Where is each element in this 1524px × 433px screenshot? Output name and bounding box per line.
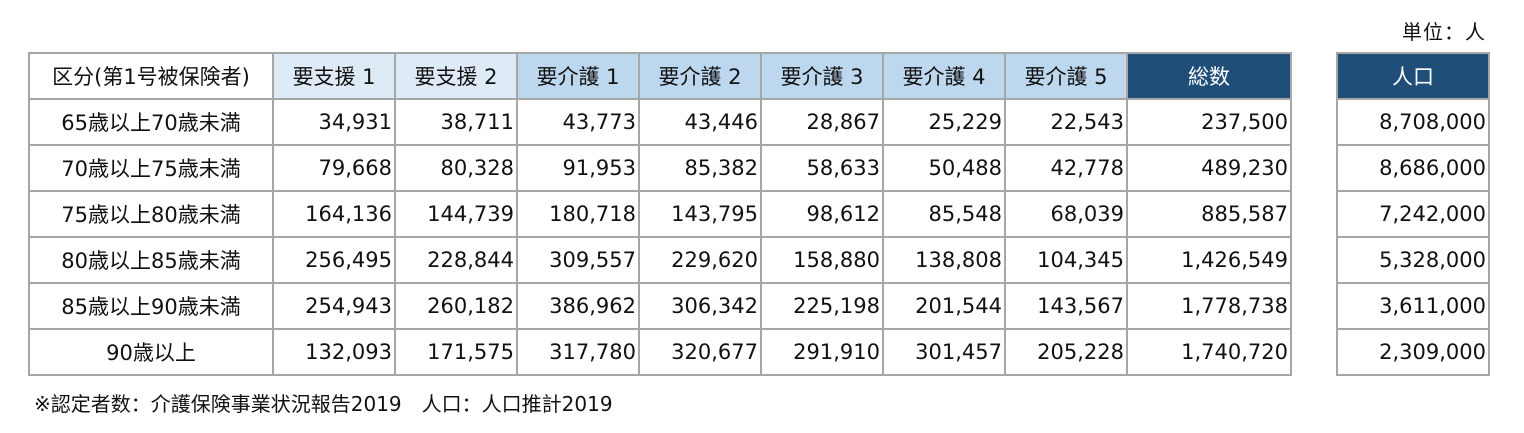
table-row: 3,611,000 bbox=[1336, 282, 1490, 330]
table-cell: 386,962 bbox=[516, 282, 640, 330]
table-cell: 68,039 bbox=[1004, 190, 1128, 238]
table-row: 5,328,000 bbox=[1336, 236, 1490, 284]
table-cell: 34,931 bbox=[272, 98, 396, 146]
header-support-1: 要支援 1 bbox=[272, 52, 396, 100]
total-cell: 237,500 bbox=[1126, 98, 1292, 146]
total-cell: 1,740,720 bbox=[1126, 328, 1292, 376]
table-row: 2,309,000 bbox=[1336, 328, 1490, 376]
header-care-2: 要介護 2 bbox=[638, 52, 762, 100]
header-row: 区分(第1号被保険者) 要支援 1 要支援 2 要介護 1 要介護 2 要介護 … bbox=[28, 52, 1292, 100]
population-cell: 8,686,000 bbox=[1336, 144, 1490, 192]
table-cell: 291,910 bbox=[760, 328, 884, 376]
population-cell: 8,708,000 bbox=[1336, 98, 1490, 146]
table-cell: 85,548 bbox=[882, 190, 1006, 238]
table-cell: 306,342 bbox=[638, 282, 762, 330]
total-cell: 489,230 bbox=[1126, 144, 1292, 192]
table-row: 70歳以上75歳未満 79,668 80,328 91,953 85,382 5… bbox=[28, 144, 1292, 192]
table-cell: 25,229 bbox=[882, 98, 1006, 146]
table-cell: 317,780 bbox=[516, 328, 640, 376]
table-cell: 309,557 bbox=[516, 236, 640, 284]
table-cell: 254,943 bbox=[272, 282, 396, 330]
header-population: 人口 bbox=[1336, 52, 1490, 100]
table-cell: 38,711 bbox=[394, 98, 518, 146]
population-cell: 7,242,000 bbox=[1336, 190, 1490, 238]
population-cell: 5,328,000 bbox=[1336, 236, 1490, 284]
header-category: 区分(第1号被保険者) bbox=[28, 52, 274, 100]
table-cell: 104,345 bbox=[1004, 236, 1128, 284]
table-row: 90歳以上 132,093 171,575 317,780 320,677 29… bbox=[28, 328, 1292, 376]
table-cell: 320,677 bbox=[638, 328, 762, 376]
certified-persons-table: 区分(第1号被保険者) 要支援 1 要支援 2 要介護 1 要介護 2 要介護 … bbox=[28, 52, 1292, 376]
table-cell: 58,633 bbox=[760, 144, 884, 192]
table-cell: 85,382 bbox=[638, 144, 762, 192]
row-label: 85歳以上90歳未満 bbox=[28, 282, 274, 330]
table-row: 7,242,000 bbox=[1336, 190, 1490, 238]
header-care-3: 要介護 3 bbox=[760, 52, 884, 100]
population-cell: 3,611,000 bbox=[1336, 282, 1490, 330]
table-cell: 171,575 bbox=[394, 328, 518, 376]
table-cell: 164,136 bbox=[272, 190, 396, 238]
table-row: 85歳以上90歳未満 254,943 260,182 386,962 306,3… bbox=[28, 282, 1292, 330]
table-cell: 225,198 bbox=[760, 282, 884, 330]
total-cell: 1,778,738 bbox=[1126, 282, 1292, 330]
row-label: 90歳以上 bbox=[28, 328, 274, 376]
table-cell: 43,446 bbox=[638, 98, 762, 146]
table-cell: 28,867 bbox=[760, 98, 884, 146]
table-row: 80歳以上85歳未満 256,495 228,844 309,557 229,6… bbox=[28, 236, 1292, 284]
table-cell: 143,795 bbox=[638, 190, 762, 238]
total-cell: 885,587 bbox=[1126, 190, 1292, 238]
table-row: 75歳以上80歳未満 164,136 144,739 180,718 143,7… bbox=[28, 190, 1292, 238]
table-cell: 132,093 bbox=[272, 328, 396, 376]
table-cell: 158,880 bbox=[760, 236, 884, 284]
header-row: 人口 bbox=[1336, 52, 1490, 100]
table-cell: 260,182 bbox=[394, 282, 518, 330]
population-cell: 2,309,000 bbox=[1336, 328, 1490, 376]
table-row: 65歳以上70歳未満 34,931 38,711 43,773 43,446 2… bbox=[28, 98, 1292, 146]
table-cell: 205,228 bbox=[1004, 328, 1128, 376]
source-footnote: ※認定者数：介護保険事業状況報告2019 人口：人口推計2019 bbox=[34, 392, 613, 416]
table-cell: 80,328 bbox=[394, 144, 518, 192]
table-cell: 301,457 bbox=[882, 328, 1006, 376]
table-cell: 144,739 bbox=[394, 190, 518, 238]
table-cell: 98,612 bbox=[760, 190, 884, 238]
table-cell: 256,495 bbox=[272, 236, 396, 284]
table-cell: 43,773 bbox=[516, 98, 640, 146]
header-support-2: 要支援 2 bbox=[394, 52, 518, 100]
table-cell: 91,953 bbox=[516, 144, 640, 192]
header-care-1: 要介護 1 bbox=[516, 52, 640, 100]
total-cell: 1,426,549 bbox=[1126, 236, 1292, 284]
table-cell: 201,544 bbox=[882, 282, 1006, 330]
row-label: 80歳以上85歳未満 bbox=[28, 236, 274, 284]
header-care-4: 要介護 4 bbox=[882, 52, 1006, 100]
table-cell: 180,718 bbox=[516, 190, 640, 238]
table-row: 8,686,000 bbox=[1336, 144, 1490, 192]
row-label: 70歳以上75歳未満 bbox=[28, 144, 274, 192]
table-cell: 79,668 bbox=[272, 144, 396, 192]
header-total: 総数 bbox=[1126, 52, 1292, 100]
table-cell: 42,778 bbox=[1004, 144, 1128, 192]
row-label: 65歳以上70歳未満 bbox=[28, 98, 274, 146]
table-cell: 228,844 bbox=[394, 236, 518, 284]
table-cell: 50,488 bbox=[882, 144, 1006, 192]
header-care-5: 要介護 5 bbox=[1004, 52, 1128, 100]
table-row: 8,708,000 bbox=[1336, 98, 1490, 146]
row-label: 75歳以上80歳未満 bbox=[28, 190, 274, 238]
table-cell: 22,543 bbox=[1004, 98, 1128, 146]
table-cell: 138,808 bbox=[882, 236, 1006, 284]
population-table: 人口 8,708,000 8,686,000 7,242,000 5,328,0… bbox=[1336, 52, 1490, 376]
table-cell: 143,567 bbox=[1004, 282, 1128, 330]
unit-label: 単位：人 bbox=[1402, 20, 1486, 44]
table-cell: 229,620 bbox=[638, 236, 762, 284]
